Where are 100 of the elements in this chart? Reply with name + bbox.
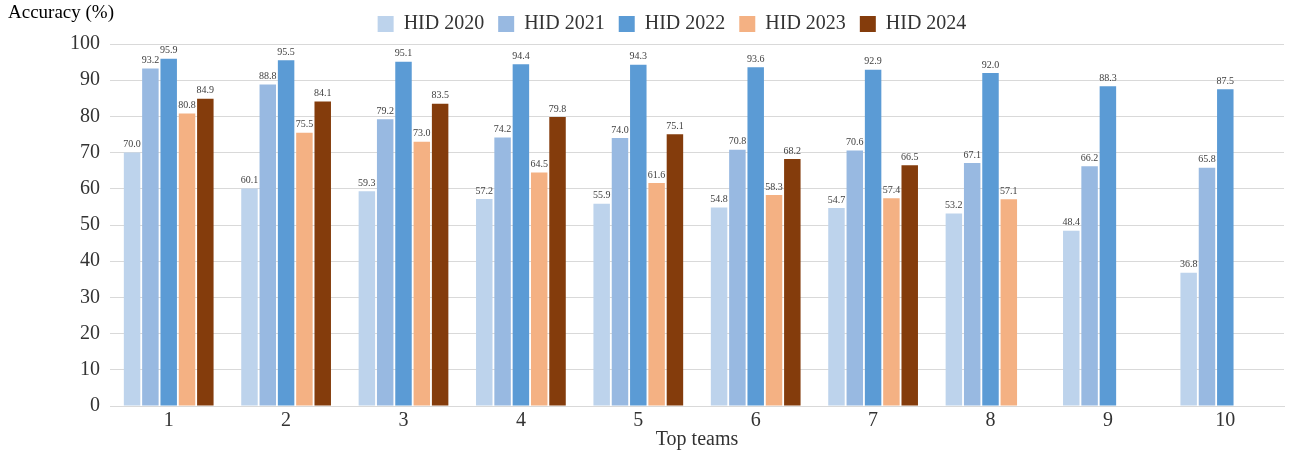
- bar: [376, 119, 394, 406]
- data-label: 95.1: [394, 47, 413, 59]
- data-label: 88.3: [1099, 71, 1117, 83]
- bar: [593, 203, 610, 406]
- bar: [277, 60, 295, 406]
- legend-label: HID 2020: [403, 11, 485, 34]
- bar: [395, 61, 412, 406]
- data-label: 70.8: [728, 135, 747, 147]
- bar: [241, 188, 258, 406]
- data-label: 66.2: [1080, 151, 1099, 163]
- data-label: 64.5: [530, 158, 548, 170]
- bar: [530, 172, 548, 406]
- bar: [765, 194, 783, 406]
- data-label: 93.2: [141, 54, 160, 66]
- y-tick-label: 20: [80, 320, 100, 343]
- data-label: 92.0: [981, 58, 1000, 70]
- data-label: 60.1: [240, 174, 259, 186]
- data-label: 83.5: [431, 89, 449, 101]
- bar: [747, 67, 764, 406]
- data-label: 59.3: [358, 176, 376, 188]
- x-tick-label: 6: [750, 408, 761, 431]
- data-label: 92.9: [864, 55, 882, 67]
- y-tick-label: 90: [80, 67, 100, 90]
- bar: [784, 159, 801, 406]
- x-tick-label: 7: [868, 408, 879, 431]
- bar: [1063, 230, 1080, 406]
- data-label: 94.4: [512, 49, 530, 61]
- bar: [413, 141, 431, 406]
- x-axis-title: Top teams: [655, 427, 739, 451]
- data-label: 93.6: [746, 52, 765, 64]
- y-tick-label: 40: [80, 248, 100, 271]
- y-tick-label: 60: [80, 176, 100, 199]
- data-label: 58.3: [765, 180, 783, 192]
- bar: [883, 198, 900, 406]
- data-label: 54.7: [827, 193, 846, 205]
- data-label: 66.5: [900, 150, 919, 162]
- data-label: 80.8: [178, 99, 196, 111]
- data-label: 75.5: [295, 118, 314, 130]
- bar: [1099, 86, 1117, 406]
- data-label: 53.2: [945, 199, 963, 211]
- data-label: 88.8: [259, 70, 277, 82]
- data-label: 75.1: [666, 119, 684, 131]
- x-tick-label: 2: [281, 408, 292, 431]
- data-label: 65.8: [1198, 153, 1216, 165]
- y-tick-label: 100: [70, 31, 100, 54]
- bar: [710, 207, 728, 406]
- data-label: 57.1: [1000, 184, 1018, 196]
- x-tick-label: 5: [633, 408, 644, 431]
- bar: [1180, 272, 1197, 406]
- x-tick-label: 9: [1102, 408, 1113, 431]
- y-tick-label: 30: [80, 284, 100, 307]
- y-tick-label: 80: [80, 103, 100, 126]
- y-tick-label: 0: [90, 393, 100, 416]
- data-label: 84.1: [313, 87, 332, 99]
- bar: [197, 98, 214, 406]
- legend-label: HID 2021: [524, 11, 605, 34]
- data-label: 70.0: [123, 138, 141, 150]
- data-label: 95.5: [277, 45, 295, 57]
- bar: [901, 165, 918, 406]
- bar: [512, 64, 530, 406]
- bar: [648, 183, 665, 406]
- legend-label: HID 2022: [644, 11, 726, 34]
- legend-label: HID 2024: [885, 11, 967, 34]
- data-label: 79.2: [376, 104, 394, 116]
- bar: [666, 134, 684, 406]
- bar: [178, 113, 196, 406]
- bar: [1000, 199, 1018, 406]
- bar: [160, 58, 177, 406]
- legend-label: HID 2023: [765, 11, 846, 34]
- data-label: 68.2: [783, 144, 802, 156]
- data-label: 57.4: [882, 183, 901, 195]
- bar: [846, 150, 864, 406]
- x-tick-label: 10: [1215, 408, 1236, 431]
- data-label: 36.8: [1179, 258, 1198, 270]
- bar: [1217, 89, 1234, 406]
- bar: [431, 103, 449, 406]
- data-label: 73.0: [413, 127, 431, 139]
- x-tick-label: 3: [398, 408, 409, 431]
- data-label: 87.5: [1216, 74, 1235, 86]
- data-label: 84.9: [196, 84, 215, 96]
- bar: [476, 198, 493, 406]
- bar: [611, 138, 629, 406]
- bar: [982, 72, 999, 406]
- y-tick-label: 50: [80, 212, 100, 235]
- x-tick-label: 4: [515, 408, 526, 431]
- data-label: 55.9: [592, 189, 611, 201]
- data-label: 74.2: [493, 123, 512, 135]
- bar: [864, 69, 882, 406]
- bar: [358, 191, 376, 406]
- data-label: 48.4: [1062, 216, 1081, 228]
- data-label: 74.0: [611, 123, 629, 135]
- bar: [296, 132, 313, 406]
- data-label: 79.8: [548, 102, 567, 114]
- bar: [630, 64, 647, 406]
- data-label: 95.9: [159, 44, 178, 56]
- data-label: 67.1: [963, 148, 981, 160]
- bar: [549, 117, 566, 406]
- y-tick-label: 70: [80, 139, 100, 162]
- data-label: 54.8: [710, 193, 728, 205]
- bar: [1198, 167, 1216, 406]
